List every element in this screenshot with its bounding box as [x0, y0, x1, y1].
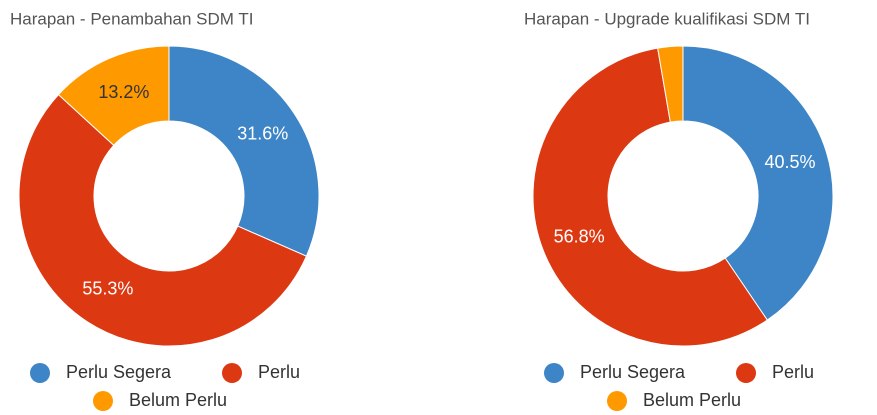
legend-swatch [736, 363, 756, 383]
donut-slice [168, 45, 320, 257]
slice-label: 31.6% [237, 123, 288, 143]
legend-swatch [607, 391, 627, 411]
donut-slice [18, 93, 308, 347]
donut-slice [57, 45, 170, 147]
legend-label: Belum Perlu [129, 390, 227, 410]
chart-title: Harapan - Upgrade kualifikasi SDM TI [524, 9, 810, 28]
legend-swatch [30, 363, 50, 383]
legend-label: Belum Perlu [643, 390, 741, 410]
legend-swatch [222, 363, 242, 383]
slice-label: 55.3% [82, 279, 133, 299]
chart-title: Harapan - Penambahan SDM TI [10, 9, 253, 28]
legend-label: Perlu [258, 362, 300, 382]
slice-label: 40.5% [765, 152, 816, 172]
donut-slice [657, 45, 684, 123]
donut-slice [682, 45, 834, 321]
legend-label: Perlu Segera [66, 362, 172, 382]
legend-swatch [93, 391, 113, 411]
legend-label: Perlu Segera [580, 362, 686, 382]
slice-label: 56.8% [554, 227, 605, 247]
slice-label: 13.2% [98, 82, 149, 102]
donut-slice [532, 47, 769, 347]
legend-label: Perlu [772, 362, 814, 382]
legend-swatch [544, 363, 564, 383]
